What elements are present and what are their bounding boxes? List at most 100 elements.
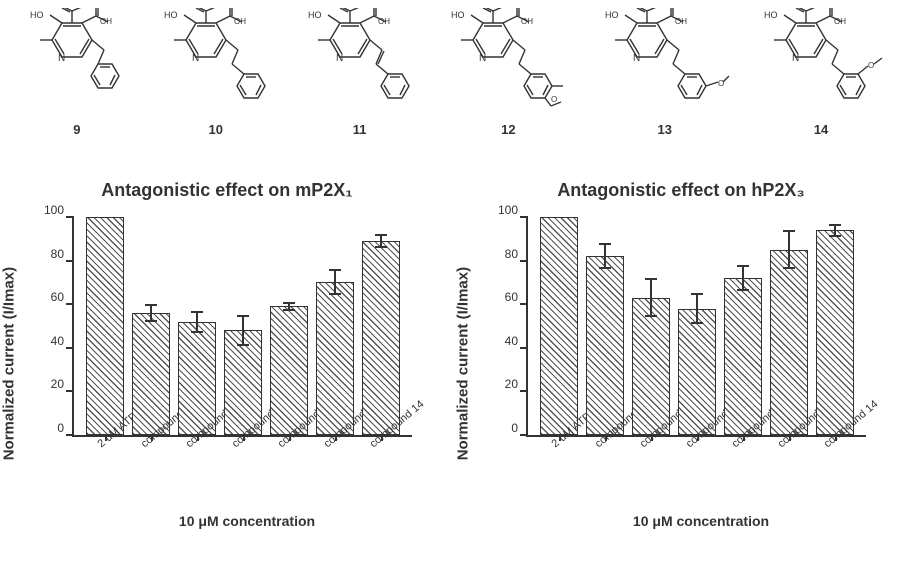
chart-hp2x3-title: Antagonistic effect on hP2X₃ <box>557 180 804 201</box>
bar-compound-9: compound 9 <box>586 256 624 435</box>
bar-compound-13: compound 13 <box>316 282 354 435</box>
bar-compound-11: compound 11 <box>678 309 716 435</box>
compound-10-svg: N HO O O OH <box>156 8 276 118</box>
compound-9-label: 9 <box>73 122 80 137</box>
error-bar <box>380 234 382 247</box>
bar-2-uM-ATP: 2 uM ATP <box>540 217 578 435</box>
bar-compound-9: compound 9 <box>132 313 170 435</box>
chart-hp2x3-xlabel: 10 μM concentration <box>471 513 891 529</box>
bar <box>678 309 716 435</box>
error-bar <box>242 315 244 346</box>
svg-text:N: N <box>58 53 65 64</box>
bar-compound-11: compound 11 <box>224 330 262 435</box>
y-tick-label: 20 <box>505 377 528 391</box>
y-tick-label: 60 <box>505 290 528 304</box>
structures-row: N HO O O OH <box>0 0 908 150</box>
y-tick-label: 20 <box>51 377 74 391</box>
bar <box>86 217 124 435</box>
y-tick-label: 80 <box>51 247 74 261</box>
error-bar <box>834 224 836 237</box>
charts-row: Antagonistic effect on mP2X₁ Normalized … <box>0 150 908 527</box>
y-tick-label: 60 <box>51 290 74 304</box>
compound-9-structure: N HO O O OH <box>22 8 132 150</box>
svg-text:HO: HO <box>164 10 178 20</box>
bar <box>816 230 854 435</box>
bar <box>362 241 400 435</box>
bar-compound-10: compound 10 <box>178 322 216 435</box>
compound-14-label: 14 <box>814 122 828 137</box>
compound-14-structure: N HO O O OH <box>756 8 886 150</box>
error-bar <box>742 265 744 291</box>
bar-compound-10: compound 10 <box>632 298 670 435</box>
error-bar <box>696 293 698 324</box>
chart-mp2x1-xlabel: 10 μM concentration <box>17 513 437 529</box>
error-bar <box>196 311 198 333</box>
chart-mp2x1-area: Normalized current (I/Imax) 020406080100… <box>17 207 437 527</box>
chart-hp2x3-area: Normalized current (I/Imax) 020406080100… <box>471 207 891 527</box>
compound-11-label: 11 <box>353 122 367 137</box>
y-tick-label: 40 <box>51 334 74 348</box>
error-bar <box>150 304 152 321</box>
chart-hp2x3-ylabel: Normalized current (I/Imax) <box>455 267 472 460</box>
svg-text:HO: HO <box>764 10 778 20</box>
bar <box>540 217 578 435</box>
svg-text:O: O <box>330 8 336 10</box>
svg-text:O: O <box>868 61 874 70</box>
bar-compound-12: compound 12 <box>724 278 762 435</box>
bar <box>316 282 354 435</box>
bar-compound-13: compound 13 <box>770 250 808 435</box>
compound-11-structure: N HO O O OH <box>300 8 420 150</box>
compound-12-svg: N HO O O OH <box>443 8 573 118</box>
y-tick-label: 40 <box>505 334 528 348</box>
y-tick-label: 100 <box>44 203 74 217</box>
compound-11-svg: N HO O O OH <box>300 8 420 118</box>
svg-text:N: N <box>192 53 199 64</box>
compound-10-label: 10 <box>209 122 223 137</box>
chart-hp2x3: Antagonistic effect on hP2X₃ Normalized … <box>471 180 891 527</box>
svg-text:N: N <box>479 53 486 64</box>
bar <box>586 256 624 435</box>
compound-13-label: 13 <box>657 122 671 137</box>
y-tick-label: 100 <box>498 203 528 217</box>
svg-text:HO: HO <box>451 10 465 20</box>
chart-mp2x1: Antagonistic effect on mP2X₁ Normalized … <box>17 180 437 527</box>
svg-text:O: O <box>52 8 58 10</box>
chart-mp2x1-title: Antagonistic effect on mP2X₁ <box>101 180 352 201</box>
bar <box>724 278 762 435</box>
compound-13-structure: N HO O O OH <box>597 8 732 150</box>
y-tick-label: 80 <box>505 247 528 261</box>
error-bar <box>788 230 790 269</box>
bar <box>270 306 308 435</box>
error-bar <box>334 269 336 295</box>
y-tick-label: 0 <box>57 421 74 435</box>
bar <box>770 250 808 435</box>
bar <box>632 298 670 435</box>
svg-text:O: O <box>718 79 724 88</box>
svg-text:N: N <box>633 53 640 64</box>
svg-text:N: N <box>336 53 343 64</box>
bar-compound-14: compound 14 <box>362 241 400 435</box>
svg-text:HO: HO <box>30 10 44 20</box>
error-bar <box>604 243 606 269</box>
svg-text:N: N <box>792 53 799 64</box>
compound-13-svg: N HO O O OH <box>597 8 732 118</box>
bar-compound-14: compound 14 <box>816 230 854 435</box>
compound-10-structure: N HO O O OH <box>156 8 276 150</box>
y-tick-label: 0 <box>511 421 528 435</box>
svg-text:O: O <box>473 8 479 10</box>
compound-12-structure: N HO O O OH <box>443 8 573 150</box>
svg-text:O: O <box>786 8 792 10</box>
compound-14-svg: N HO O O OH <box>756 8 886 118</box>
compound-12-label: 12 <box>501 122 515 137</box>
svg-text:O: O <box>186 8 192 10</box>
compound-9-svg: N HO O O OH <box>22 8 132 118</box>
chart-hp2x3-plot: 0204060801002 uM ATPcompound 9compound 1… <box>526 217 866 437</box>
svg-text:HO: HO <box>308 10 322 20</box>
bar-compound-12: compound 12 <box>270 306 308 435</box>
chart-mp2x1-ylabel: Normalized current (I/Imax) <box>1 267 18 460</box>
svg-text:O: O <box>551 95 557 104</box>
chart-mp2x1-plot: 0204060801002 uM ATPcompound 9compound 1… <box>72 217 412 437</box>
bar-2-uM-ATP: 2 uM ATP <box>86 217 124 435</box>
svg-text:O: O <box>627 8 633 10</box>
bar <box>132 313 170 435</box>
